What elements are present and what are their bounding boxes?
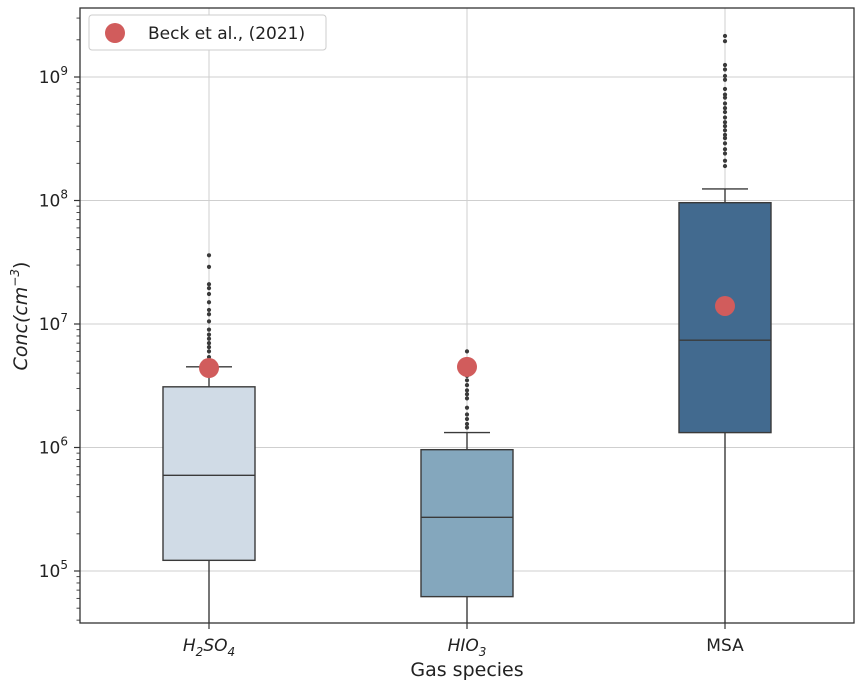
outlier-point: [722, 33, 728, 39]
legend-label: Beck et al., (2021): [148, 24, 305, 44]
outlier-point: [206, 341, 212, 346]
outlier-point: [206, 286, 212, 291]
outlier-point: [722, 128, 728, 133]
outlier-point: [722, 136, 728, 141]
outlier-point: [206, 307, 212, 313]
y-tick-label: 109: [39, 64, 68, 88]
outlier-point: [464, 416, 470, 422]
x-tick-label: H2SO4: [183, 636, 235, 659]
outlier-point: [722, 124, 728, 129]
iqr-box: [162, 386, 256, 562]
box-h2so4: [162, 253, 256, 623]
y-axis: 105 106 107 108 109: [39, 17, 80, 621]
outlier-point: [722, 77, 728, 82]
x-tick-label: HIO3: [448, 636, 487, 659]
y-tick-label: 107: [39, 311, 68, 335]
reference-marker-msa: [715, 295, 735, 316]
outlier-point: [206, 336, 212, 341]
outlier-point: [206, 312, 212, 317]
outlier-point: [722, 147, 728, 152]
outlier-point: [722, 105, 728, 111]
y-tick-label: 108: [39, 188, 68, 212]
outlier-point: [206, 300, 212, 305]
box-plots: [162, 33, 772, 623]
outlier-point: [464, 425, 470, 430]
reference-marker-h2so4: [199, 358, 219, 379]
outlier-point: [206, 349, 212, 354]
outlier-point: [722, 132, 728, 137]
outlier-point: [464, 396, 470, 401]
outlier-point: [206, 332, 212, 337]
outlier-point: [722, 62, 728, 68]
outlier-point: [722, 39, 728, 44]
outlier-point: [206, 291, 212, 297]
outlier-point: [206, 345, 212, 350]
outlier-point: [722, 115, 728, 120]
outlier-point: [722, 67, 728, 72]
outlier-point: [722, 109, 728, 115]
y-axis-title: Conc(cm−3): [8, 262, 32, 371]
outlier-point: [206, 327, 212, 332]
outlier-point: [206, 264, 212, 269]
legend-marker: [105, 23, 125, 43]
outlier-point: [464, 412, 470, 417]
outlier-point: [722, 86, 728, 92]
box-hio3: [420, 349, 514, 623]
outlier-point: [722, 120, 728, 125]
outlier-point: [464, 378, 470, 383]
outlier-point: [722, 95, 728, 100]
outlier-point: [464, 388, 470, 393]
outlier-point: [464, 421, 470, 427]
outlier-point: [722, 101, 728, 106]
x-tick-label: MSA: [706, 636, 744, 656]
outlier-point: [206, 319, 212, 324]
iqr-box: [678, 201, 772, 434]
x-axis-title: Gas species: [410, 659, 523, 681]
reference-marker-hio3: [457, 356, 477, 377]
y-tick-label: 105: [39, 558, 68, 582]
reference-markers: [199, 295, 735, 379]
outlier-point: [722, 73, 728, 79]
legend: Beck et al., (2021): [88, 14, 327, 51]
outlier-point: [722, 163, 728, 169]
outlier-point: [464, 392, 470, 397]
outlier-point: [722, 151, 728, 156]
legend-box: [88, 14, 327, 51]
box-msa: [678, 33, 772, 623]
outlier-point: [464, 405, 470, 410]
outlier-point: [206, 282, 212, 287]
iqr-box: [420, 448, 514, 598]
outlier-point: [722, 141, 728, 146]
x-axis: H2SO4 HIO3 MSA: [183, 623, 744, 659]
y-tick-label: 106: [39, 435, 68, 459]
outlier-point: [722, 158, 728, 163]
outlier-point: [722, 92, 728, 97]
outlier-point: [464, 383, 470, 388]
outlier-point: [206, 253, 212, 258]
outlier-point: [464, 349, 470, 354]
